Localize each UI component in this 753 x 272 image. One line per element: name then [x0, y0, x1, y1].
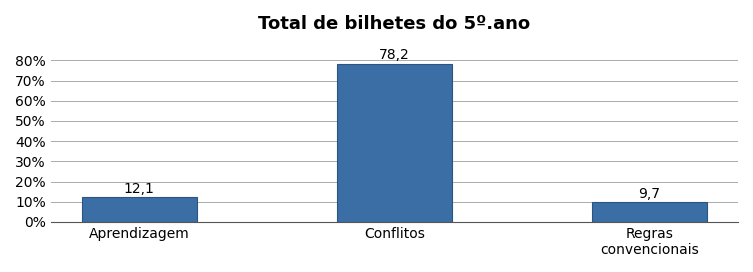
Bar	[592, 202, 707, 222]
Bar	[337, 64, 452, 222]
Text: 12,1: 12,1	[123, 182, 154, 196]
Text: 78,2: 78,2	[379, 48, 410, 62]
Bar	[82, 197, 197, 222]
Title: Total de bilhetes do 5º.ano: Total de bilhetes do 5º.ano	[258, 15, 530, 33]
Text: 9,7: 9,7	[639, 187, 660, 201]
